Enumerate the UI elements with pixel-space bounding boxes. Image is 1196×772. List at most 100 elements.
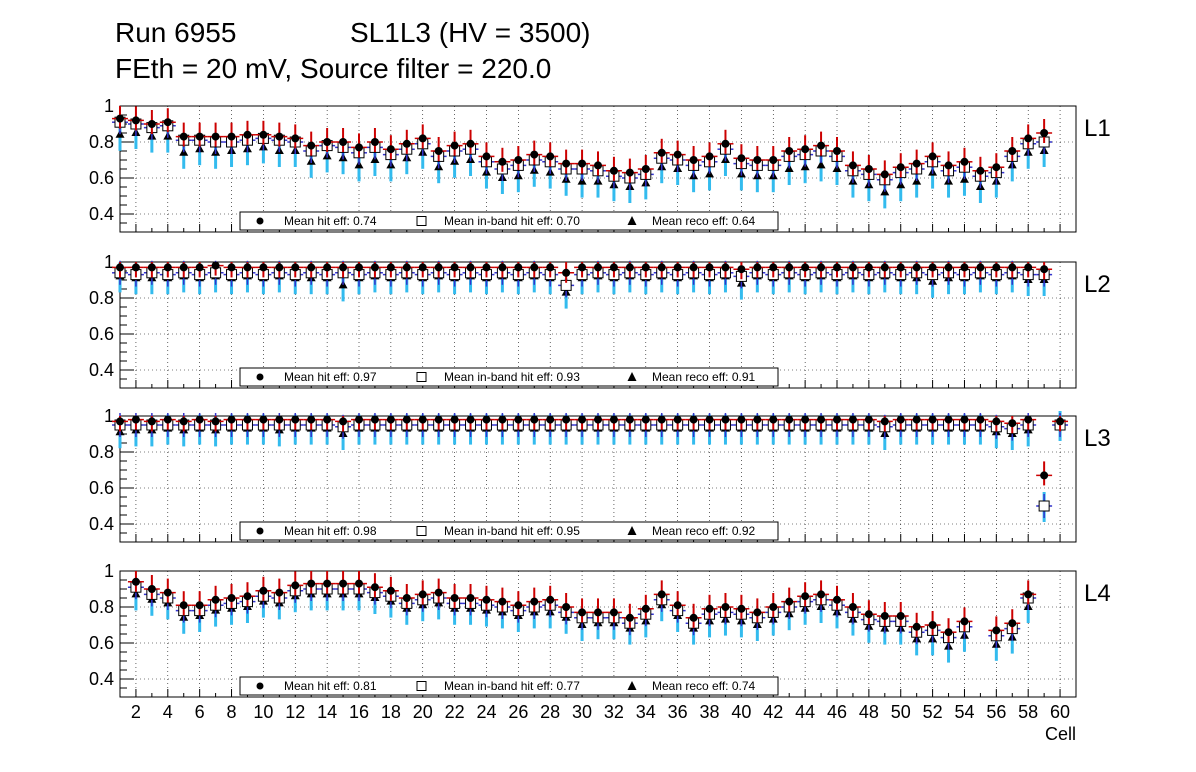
hit-marker (689, 613, 698, 622)
hit-marker (960, 415, 969, 424)
hit-marker (147, 585, 156, 593)
hit-marker (864, 610, 873, 619)
hit-marker (864, 165, 873, 173)
hit-marker (817, 263, 826, 272)
hit-marker (402, 594, 411, 602)
y-tick-label: 1 (104, 252, 114, 272)
hit-marker (211, 417, 220, 426)
hit-marker (705, 604, 714, 613)
hit-marker (339, 263, 348, 272)
hit-marker (546, 415, 555, 424)
hit-marker (657, 590, 666, 599)
hit-marker (418, 590, 427, 599)
hit-marker (657, 415, 666, 424)
y-tick-label: 0.4 (89, 514, 114, 534)
legend-hit-label: Mean hit eff: 0.81 (284, 679, 377, 693)
hit-marker (323, 138, 332, 146)
hit-marker (227, 415, 236, 424)
hit-marker (896, 163, 905, 172)
hit-marker (163, 118, 172, 127)
hit-marker (817, 415, 826, 424)
chamber-title: SL1L3 (HV = 3500) (350, 17, 591, 48)
hit-marker (307, 141, 316, 150)
hit-marker (689, 415, 698, 424)
hit-marker (673, 150, 682, 159)
hit-marker (721, 139, 730, 148)
hit-marker (323, 415, 332, 424)
x-tick-label: 34 (636, 702, 656, 722)
hit-marker (259, 263, 268, 272)
x-tick-label: 50 (891, 702, 911, 722)
legend-inband-label: Mean in-band hit eff: 0.77 (444, 679, 580, 693)
y-tick-label: 0.4 (89, 360, 114, 380)
x-tick-label: 12 (285, 702, 305, 722)
hit-marker (195, 263, 204, 272)
legend-reco-marker (627, 372, 637, 381)
hit-marker (450, 415, 459, 424)
hit-marker (578, 263, 587, 272)
hit-marker (801, 145, 810, 154)
hit-marker (705, 263, 714, 272)
x-tick-label: 58 (1018, 702, 1038, 722)
legend-hit-marker (256, 373, 264, 381)
layer-label-l1: L1 (1084, 115, 1111, 142)
hit-marker (801, 263, 810, 272)
hit-marker (721, 263, 730, 272)
hit-marker (641, 263, 650, 272)
hit-marker (386, 145, 395, 154)
y-tick-label: 0.4 (89, 669, 114, 689)
x-tick-label: 4 (163, 702, 173, 722)
hit-marker (673, 601, 682, 610)
hit-marker (785, 263, 794, 272)
hit-marker (291, 581, 300, 590)
hit-marker (1008, 263, 1017, 272)
hit-marker (546, 263, 555, 272)
hit-marker (896, 263, 905, 272)
hit-marker (498, 157, 507, 166)
hit-marker (147, 120, 156, 128)
hit-marker (323, 579, 332, 588)
hit-marker (355, 415, 363, 424)
hit-marker (498, 263, 507, 272)
x-tick-label: 32 (604, 702, 624, 722)
layer-label-l2: L2 (1084, 271, 1111, 298)
hit-marker (657, 263, 666, 272)
hit-marker (291, 263, 300, 272)
hit-marker (769, 603, 778, 611)
hit-marker (594, 608, 602, 617)
hit-marker (498, 415, 507, 424)
hit-marker (116, 114, 124, 123)
hit-marker (833, 595, 841, 604)
hit-marker (833, 415, 841, 424)
x-tick-label: 22 (445, 702, 465, 722)
hit-marker (992, 163, 1001, 172)
x-tick-label: 42 (763, 702, 783, 722)
hit-marker (370, 263, 379, 272)
hit-marker (339, 579, 348, 588)
x-tick-label: 18 (381, 702, 401, 722)
x-tick-label: 40 (731, 702, 751, 722)
panel-l2: 0.4 0.6 0.8 1 Mean hit eff: 0.97 Mean in-band… (89, 252, 1111, 389)
hit-marker (928, 415, 937, 424)
hit-marker (195, 415, 204, 424)
hit-marker (896, 612, 905, 620)
hit-marker (530, 597, 539, 606)
hit-marker (355, 143, 363, 152)
hit-marker (291, 134, 300, 143)
x-tick-label: 2 (131, 702, 141, 722)
hit-marker (291, 415, 300, 424)
hit-marker (625, 613, 634, 622)
y-tick-label: 0.6 (89, 633, 114, 653)
hit-marker (546, 152, 555, 161)
hit-marker (1008, 619, 1017, 628)
panel-l3: 0.4 0.6 0.8 1 Mean hit eff: 0.98 Mean in-band… (89, 406, 1111, 543)
hit-marker (817, 141, 826, 150)
hit-marker (753, 608, 762, 617)
hit-marker (450, 594, 459, 602)
hit-marker (386, 586, 395, 595)
hit-marker (131, 415, 140, 424)
hit-marker (753, 415, 762, 424)
legend-box (239, 211, 779, 231)
hit-marker (355, 263, 363, 272)
hit-marker (625, 168, 634, 177)
